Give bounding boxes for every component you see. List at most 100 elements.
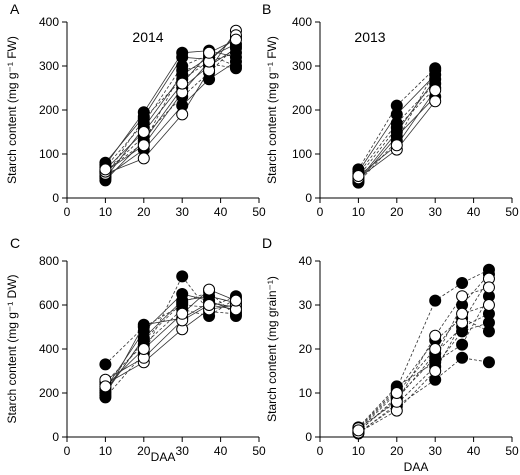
data-point	[176, 307, 189, 320]
series-line	[105, 61, 237, 178]
series-line	[105, 304, 237, 381]
y-tick-label: 300	[292, 59, 312, 73]
series-line	[105, 291, 237, 392]
data-point	[429, 62, 442, 75]
year-annotation: 2014	[132, 29, 163, 45]
data-point	[352, 170, 365, 182]
x-tick-label: 40	[214, 205, 228, 219]
y-tick-label: 400	[292, 15, 312, 29]
y-tick-label: 10	[299, 386, 313, 400]
data-point	[482, 281, 495, 294]
x-tick-label: 40	[467, 205, 481, 219]
x-tick-label: 10	[352, 205, 366, 219]
series-line	[358, 67, 436, 170]
data-point	[456, 290, 469, 303]
x-tick-label: 40	[467, 444, 481, 458]
data-point	[390, 139, 403, 152]
data-point	[99, 358, 112, 371]
data-point	[429, 84, 442, 97]
series-line	[358, 313, 490, 432]
panel-letter: D	[262, 235, 272, 251]
x-tick-label: 50	[505, 205, 519, 219]
x-axis-label: DAA	[404, 460, 429, 474]
data-point	[137, 343, 150, 355]
y-tick-label: 40	[299, 254, 313, 268]
x-tick-label: 0	[64, 205, 71, 219]
data-point	[99, 163, 112, 176]
x-tick-label: 20	[390, 444, 404, 458]
data-point	[176, 296, 189, 309]
series-line	[105, 63, 237, 172]
x-tick-label: 20	[137, 205, 151, 219]
y-tick-label: 200	[39, 103, 59, 117]
panel-c: 0 10 20 30 40 50 0 200 400 600 800 Starch content (…	[5, 235, 266, 458]
series-line	[358, 357, 490, 433]
y-tick-label: 400	[39, 342, 59, 356]
data-point	[482, 356, 495, 369]
y-tick-label: 0	[305, 430, 312, 444]
panel-letter: C	[10, 235, 20, 251]
data-point	[137, 318, 150, 331]
data-point	[429, 329, 442, 342]
data-point	[429, 95, 442, 108]
y-tick-label: 300	[39, 59, 59, 73]
series-line	[105, 275, 236, 398]
data-point	[390, 99, 403, 112]
data-point	[390, 121, 403, 134]
y-tick-label: 400	[39, 15, 59, 29]
y-tick-label: 0	[52, 430, 59, 444]
x-tick-label: 30	[176, 205, 190, 219]
series-line	[105, 302, 237, 396]
series-line	[358, 83, 436, 175]
x-tick-label: 30	[176, 444, 190, 458]
panel-letter: B	[262, 1, 271, 17]
data-point	[229, 62, 242, 75]
series-line	[358, 317, 490, 430]
data-point	[176, 108, 189, 121]
data-point	[429, 343, 442, 355]
data-point	[176, 64, 189, 77]
y-axis-label: Starch content (mg g⁻¹ FW)	[5, 36, 19, 184]
panel-letter: A	[10, 1, 20, 17]
series-line	[358, 269, 490, 429]
data-point	[429, 294, 442, 307]
x-tick-label: 10	[352, 444, 366, 458]
y-tick-label: 100	[39, 147, 59, 161]
data-point	[137, 110, 150, 123]
y-tick-label: 0	[305, 191, 312, 205]
x-tick-label: 30	[429, 205, 443, 219]
data-point	[456, 307, 469, 320]
x-tick-label: 20	[390, 205, 404, 219]
y-tick-label: 20	[299, 342, 313, 356]
data-point	[203, 283, 216, 296]
data-point	[352, 424, 365, 437]
x-tick-label: 30	[429, 444, 443, 458]
series-line	[358, 287, 490, 429]
x-tick-label: 10	[99, 205, 113, 219]
data-point	[176, 270, 189, 283]
y-tick-label: 30	[299, 298, 313, 312]
y-tick-label: 100	[292, 147, 312, 161]
data-point	[456, 338, 469, 351]
y-tick-label: 200	[39, 386, 59, 400]
x-tick-label: 50	[505, 444, 519, 458]
y-tick-label: 200	[292, 103, 312, 117]
data-point	[456, 277, 469, 289]
data-point	[390, 387, 403, 399]
data-point	[229, 33, 242, 46]
data-point	[99, 380, 112, 393]
data-point	[229, 294, 242, 307]
series-line	[105, 48, 237, 181]
x-tick-label: 0	[317, 444, 324, 458]
data-point	[203, 299, 216, 311]
x-tick-label: 10	[99, 444, 113, 458]
data-point	[137, 126, 150, 138]
series-line	[105, 304, 237, 385]
x-axis-label-left: DAA	[151, 450, 176, 464]
y-tick-label: 800	[39, 254, 59, 268]
year-annotation: 2013	[354, 29, 385, 45]
y-axis-label: Starch content (mg g⁻¹ DW)	[5, 274, 19, 423]
data-point	[429, 365, 442, 377]
panel-b: 0 10 20 30 40 50 0 100 200 300 400 Starch content (…	[262, 1, 519, 219]
